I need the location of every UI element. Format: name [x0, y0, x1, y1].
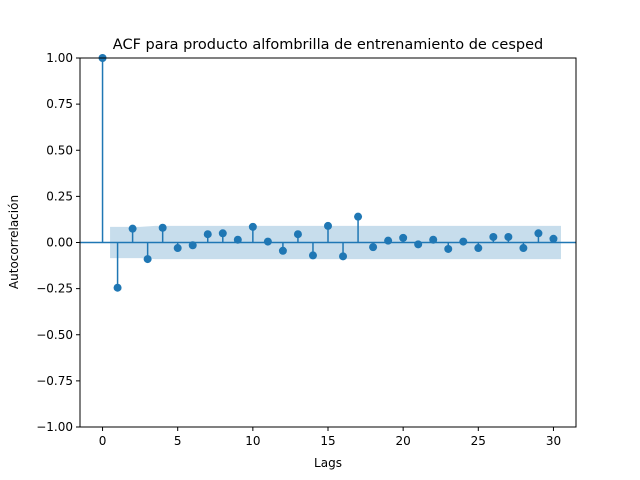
acf-point [113, 283, 122, 292]
y-tick-label: 0.50 [46, 143, 73, 157]
acf-point [128, 224, 137, 233]
x-tick-label: 15 [320, 434, 335, 448]
x-tick-label: 20 [396, 434, 411, 448]
x-tick-label: 30 [546, 434, 561, 448]
acf-point [414, 240, 423, 249]
acf-point [203, 230, 212, 239]
acf-point [339, 252, 348, 261]
acf-point [324, 221, 332, 230]
acf-point [504, 232, 513, 241]
acf-point [519, 244, 528, 253]
x-axis-label: Lags [314, 456, 342, 470]
acf-point [534, 229, 543, 238]
acf-point [489, 232, 498, 241]
x-tick-label: 5 [174, 434, 182, 448]
acf-point [474, 244, 483, 253]
acf-point [293, 230, 302, 239]
acf-point [308, 251, 317, 260]
acf-point [218, 229, 227, 238]
x-tick-label: 10 [245, 434, 260, 448]
x-tick-label: 25 [471, 434, 486, 448]
y-tick-label: −0.75 [36, 374, 73, 388]
acf-point [369, 243, 378, 252]
y-tick-label: 0.25 [46, 189, 73, 203]
acf-point [429, 235, 438, 244]
y-tick-label: 0.00 [46, 236, 73, 250]
acf-point [399, 233, 408, 242]
y-tick-label: −0.50 [36, 328, 73, 342]
acf-point [354, 212, 363, 221]
acf-point [278, 246, 287, 255]
y-tick-label: −0.25 [36, 282, 73, 296]
x-tick-label: 0 [99, 434, 107, 448]
acf-point [384, 236, 393, 245]
acf-point [263, 237, 272, 246]
acf-point [248, 222, 257, 231]
acf-point [158, 223, 167, 232]
y-axis-label: Autocorrelación [7, 195, 21, 289]
chart-title: ACF para producto alfombrilla de entrena… [113, 37, 543, 53]
plot-area [80, 54, 576, 292]
y-tick-label: −1.00 [36, 420, 73, 434]
y-tick-label: 0.75 [46, 97, 73, 111]
y-tick-label: 1.00 [46, 51, 73, 65]
acf-point [444, 244, 453, 253]
acf-point [143, 255, 152, 264]
axes: 0 5 10 15 20 25 30 −1.00 −0.75 −0.50 −0.25 0.00 0.25… [36, 51, 577, 448]
acf-point [233, 235, 242, 244]
acf-point [173, 244, 182, 253]
acf-point [188, 241, 197, 250]
acf-point [459, 237, 468, 246]
acf-point [549, 234, 558, 243]
